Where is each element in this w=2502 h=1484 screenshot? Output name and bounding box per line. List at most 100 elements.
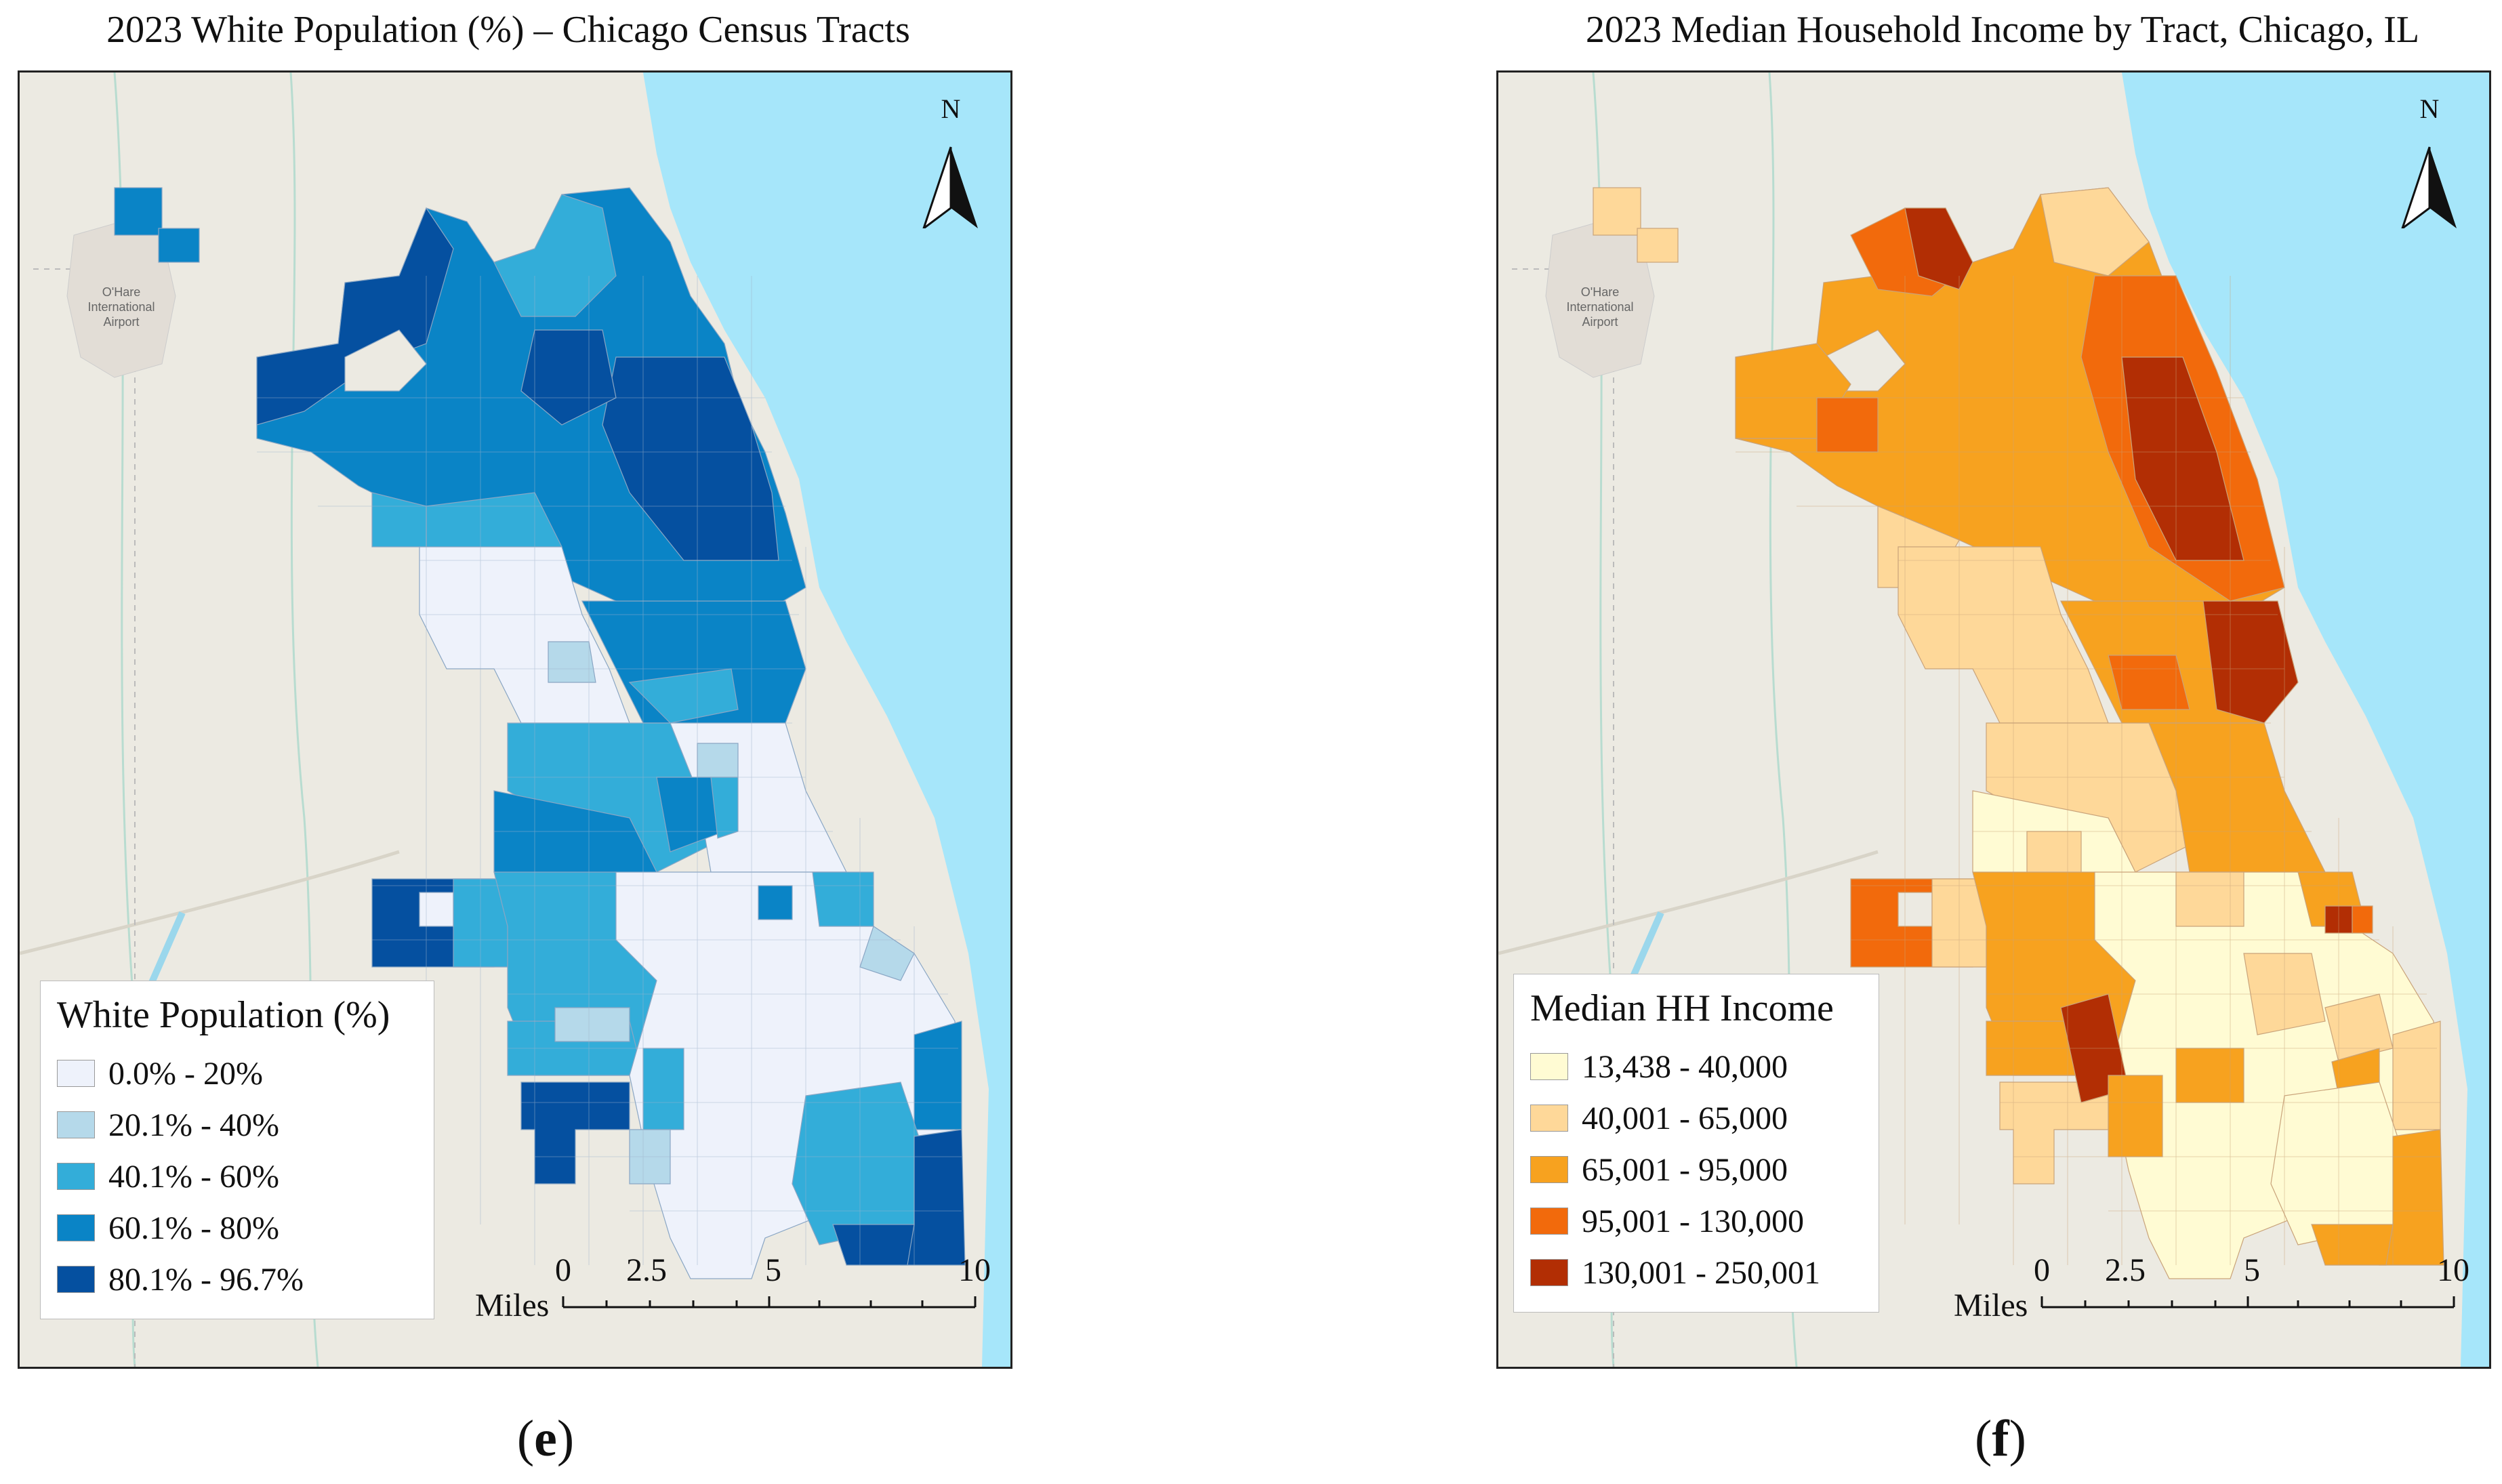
tract <box>1637 228 1679 263</box>
airport-label-line2: International <box>1566 300 1633 314</box>
scale-tick-2-5: 2.5 <box>626 1252 667 1288</box>
legend-swatch <box>1530 1053 1568 1080</box>
legend-swatch <box>57 1266 95 1293</box>
scale-tick-5: 5 <box>2244 1252 2260 1288</box>
left-map-title: 2023 White Population (%) – Chicago Cens… <box>106 9 910 51</box>
legend-title: Median HH Income <box>1530 987 1834 1029</box>
tract <box>2270 1081 2400 1245</box>
tract <box>2311 1224 2394 1266</box>
tract <box>2108 655 2190 710</box>
tract <box>419 892 454 927</box>
tract <box>2040 187 2150 276</box>
tract <box>1593 187 1641 236</box>
tract-grid <box>1736 276 2440 1265</box>
legend-label: 40,001 - 65,000 <box>1582 1100 1788 1136</box>
scale-unit: Miles <box>1954 1287 2028 1323</box>
legend-label: 0.0% - 20% <box>108 1055 263 1092</box>
tract <box>520 1081 630 1184</box>
legend-label: 65,001 - 95,000 <box>1582 1151 1788 1188</box>
legend-item: 40.1% - 60% <box>57 1151 417 1202</box>
legend-label: 40.1% - 60% <box>108 1158 279 1195</box>
tract <box>812 871 874 927</box>
legend-item: 130,001 - 250,001 <box>1530 1247 1862 1298</box>
legend-swatch <box>1530 1105 1568 1132</box>
legend-swatch <box>1530 1259 1568 1286</box>
tract <box>2175 1048 2244 1103</box>
tract <box>914 1021 962 1130</box>
legend-swatch <box>57 1060 95 1087</box>
legend-swatch <box>1530 1156 1568 1183</box>
tract <box>2352 905 2373 934</box>
legend-title: White Population (%) <box>57 994 390 1036</box>
median-income-legend: Median HH Income 13,438 - 40,000 40,001 … <box>1513 974 1879 1313</box>
scale-tick-10: 10 <box>2437 1252 2469 1288</box>
scale-tick-0: 0 <box>2034 1252 2050 1288</box>
tract <box>2175 871 2244 927</box>
legend-label: 95,001 - 130,000 <box>1582 1203 1804 1239</box>
airport-label-line2: International <box>87 300 155 314</box>
panel-letter-f: f <box>1992 1410 2009 1467</box>
airport-label-line3: Airport <box>1582 315 1618 329</box>
road <box>1498 850 1879 955</box>
airport-label-line3: Airport <box>103 315 139 329</box>
panel-letter-e: e <box>534 1410 557 1467</box>
legend-item: 40,001 - 65,000 <box>1530 1092 1862 1144</box>
north-arrow: N <box>917 93 985 228</box>
tract <box>2392 1021 2441 1130</box>
legend-label: 130,001 - 250,001 <box>1582 1254 1820 1291</box>
tract <box>548 641 596 683</box>
legend-item: 80.1% - 96.7% <box>57 1254 417 1305</box>
legend-swatch <box>57 1111 95 1138</box>
legend-item: 0.0% - 20% <box>57 1048 417 1099</box>
excluded-area <box>1898 892 1933 927</box>
panel-label-f: (f) <box>1975 1410 2026 1467</box>
median-income-map: O'Hare International Airport <box>1496 70 2491 1369</box>
tract <box>2202 600 2299 724</box>
legend-swatch <box>57 1163 95 1190</box>
tract <box>642 1048 684 1130</box>
lake-michigan <box>2122 73 2489 1367</box>
tract <box>554 1007 630 1042</box>
tract <box>256 207 454 426</box>
tract <box>2108 1075 2163 1157</box>
north-arrow-icon <box>2401 146 2457 228</box>
scale-tick-5: 5 <box>765 1252 781 1288</box>
tract-grid <box>257 276 962 1265</box>
tract <box>1904 207 1973 290</box>
tract <box>493 194 617 317</box>
tract <box>1816 397 1879 453</box>
tract <box>758 885 793 920</box>
airport-label-line1: O'Hare <box>1581 285 1619 299</box>
legend-label: 80.1% - 96.7% <box>108 1261 304 1298</box>
excluded-area <box>344 329 427 392</box>
road <box>20 850 400 955</box>
legend-item: 20.1% - 40% <box>57 1099 417 1151</box>
tract <box>697 743 739 778</box>
north-arrow: N <box>2396 93 2463 228</box>
scale-bar-line <box>2040 1296 2455 1308</box>
scale-bar: 0 2.5 5 10 Miles <box>453 1252 996 1340</box>
legend-item: 60.1% - 80% <box>57 1202 417 1254</box>
legend-item: 95,001 - 130,000 <box>1530 1195 1862 1247</box>
airport-label-line1: O'Hare <box>102 285 140 299</box>
scale-tick-2-5: 2.5 <box>2105 1252 2146 1288</box>
scale-bar-line <box>562 1296 977 1308</box>
north-arrow-icon <box>922 146 978 228</box>
tract <box>158 228 200 263</box>
north-letter: N <box>2419 94 2440 124</box>
scale-tick-0: 0 <box>555 1252 571 1288</box>
white-population-map: O'Hare International Airport <box>18 70 1012 1369</box>
tract <box>792 1081 922 1245</box>
legend-swatch <box>1530 1208 1568 1235</box>
white-population-legend: White Population (%) 0.0% - 20% 20.1% - … <box>40 981 434 1319</box>
right-map-title: 2023 Median Household Income by Tract, C… <box>1585 9 2420 51</box>
scale-bar: 0 2.5 5 10 Miles <box>1932 1252 2474 1340</box>
legend-label: 13,438 - 40,000 <box>1582 1048 1788 1085</box>
scale-tick-10: 10 <box>958 1252 991 1288</box>
legend-item: 13,438 - 40,000 <box>1530 1041 1862 1092</box>
lake-michigan <box>643 73 1010 1367</box>
tract <box>114 187 163 236</box>
legend-swatch <box>57 1214 95 1241</box>
scale-unit: Miles <box>475 1287 550 1323</box>
panel-label-e: (e) <box>516 1410 575 1467</box>
